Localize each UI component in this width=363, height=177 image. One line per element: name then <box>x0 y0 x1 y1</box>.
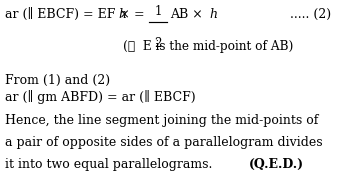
Text: (Q.E.D.): (Q.E.D.) <box>249 158 304 171</box>
Text: ar (∥ gm ABFD) = ar (∥ EBCF): ar (∥ gm ABFD) = ar (∥ EBCF) <box>5 90 195 104</box>
Text: AB ×: AB × <box>170 8 207 21</box>
Text: a pair of opposite sides of a parallelogram divides: a pair of opposite sides of a parallelog… <box>5 136 322 149</box>
Text: ..... (2): ..... (2) <box>290 8 331 21</box>
Text: Hence, the line segment joining the mid-points of: Hence, the line segment joining the mid-… <box>5 114 318 127</box>
Text: it into two equal parallelograms.: it into two equal parallelograms. <box>5 158 212 171</box>
Text: (∴  E is the mid-point of AB): (∴ E is the mid-point of AB) <box>123 40 294 53</box>
Text: h: h <box>210 8 218 21</box>
Text: 1: 1 <box>154 5 162 18</box>
Text: ar (∥ EBCF) = EF ×: ar (∥ EBCF) = EF × <box>5 8 134 21</box>
Text: =: = <box>130 8 148 21</box>
Text: h: h <box>118 8 126 21</box>
Text: 2: 2 <box>154 37 162 50</box>
Text: From (1) and (2): From (1) and (2) <box>5 73 110 86</box>
